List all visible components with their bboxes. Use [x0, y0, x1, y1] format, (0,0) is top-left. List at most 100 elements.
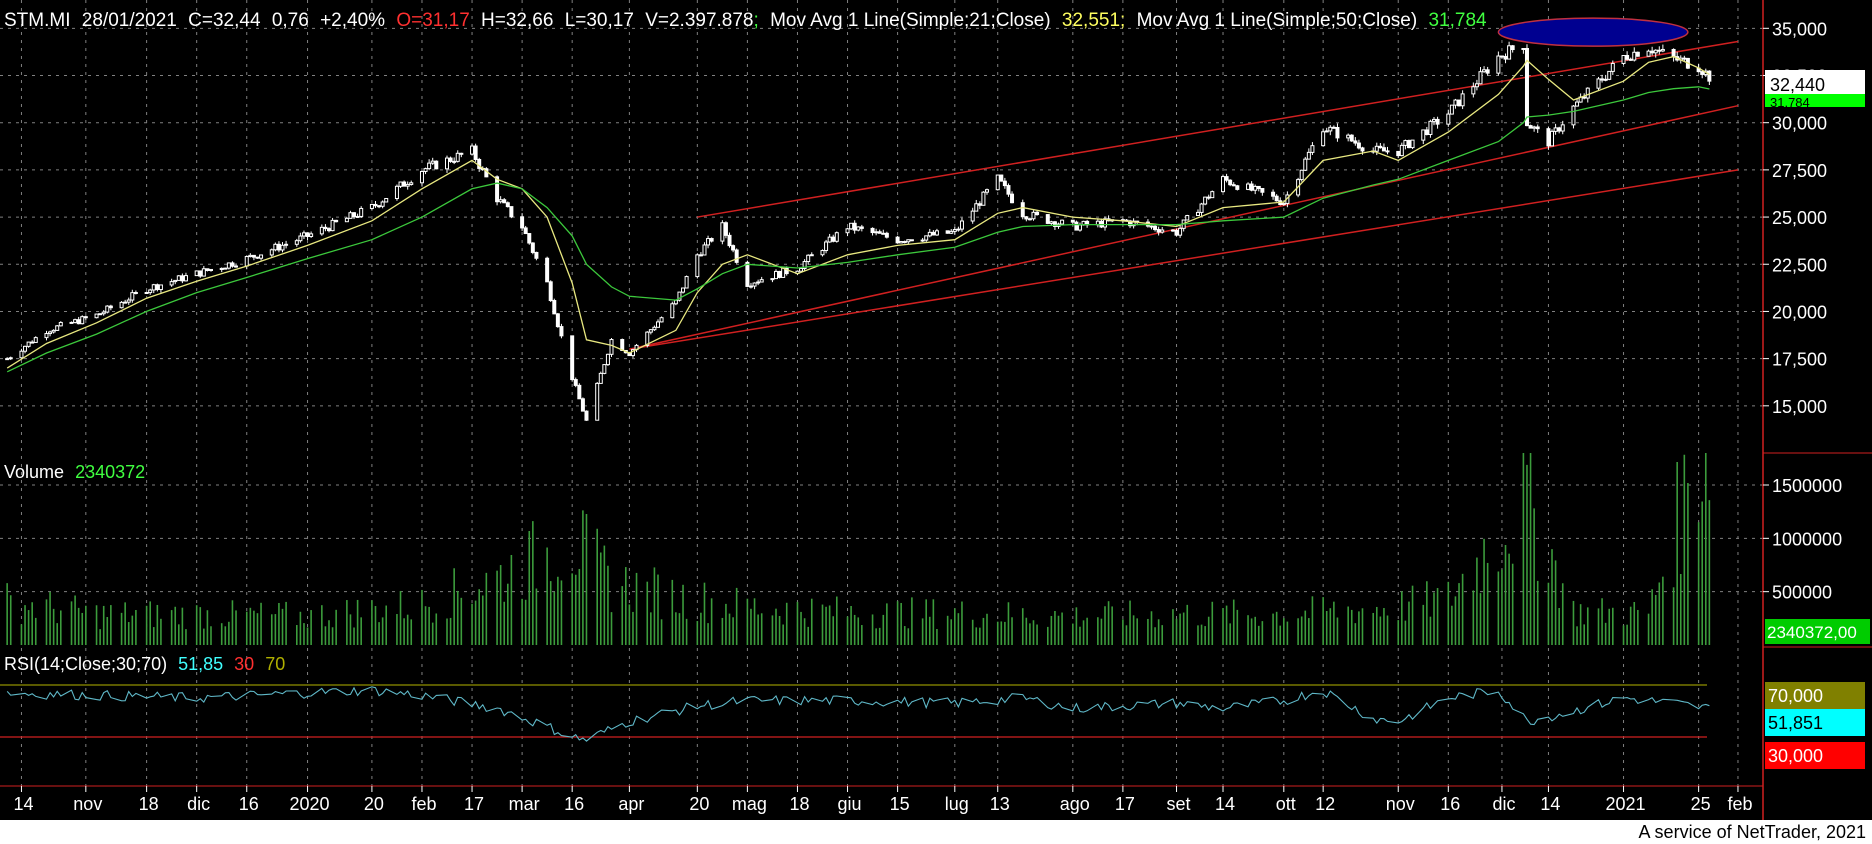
x-tick-label-3: dic [187, 794, 210, 814]
candle-body-280 [1406, 140, 1411, 149]
candle-body-211 [1060, 219, 1065, 225]
candle-body-69 [352, 212, 357, 218]
candle-body-139 [702, 244, 707, 256]
x-tick-label-19: ago [1060, 794, 1090, 814]
rsi-upper-badge [1765, 682, 1865, 709]
candle-body-80 [405, 183, 410, 187]
candle-body-19 [101, 311, 106, 315]
candle-body-99 [502, 199, 507, 204]
candle-body-53 [273, 243, 278, 251]
candle-body-325 [1632, 51, 1637, 61]
candle-body-305 [1532, 126, 1537, 129]
candle-body-132 [670, 303, 675, 319]
candle-body-35 [180, 275, 185, 282]
ma-price-text: 31,784 [1770, 95, 1810, 110]
candle-body-332 [1671, 48, 1676, 58]
candle-body-127 [645, 331, 650, 346]
candle-body-106 [534, 251, 539, 259]
candle-body-138 [698, 254, 703, 257]
candle-body-263 [1324, 130, 1329, 133]
candle-body-264 [1328, 126, 1333, 132]
candle-body-205 [1031, 211, 1036, 220]
candle-body-184 [927, 231, 932, 237]
candle-body-21 [108, 305, 113, 309]
candle-body-190 [956, 228, 961, 231]
candle-body-62 [319, 226, 324, 235]
x-tick-label-4: 16 [239, 794, 259, 814]
candle-body-225 [1131, 220, 1136, 227]
candle-body-276 [1385, 150, 1390, 153]
candle-body-161 [809, 254, 814, 257]
x-tick-label-8: 17 [464, 794, 484, 814]
candle-body-287 [1446, 113, 1451, 125]
candle-body-197 [995, 174, 1000, 191]
candle-body-171 [859, 226, 864, 229]
candle-body-54 [276, 243, 281, 251]
candle-body-3 [23, 345, 28, 352]
candle-body-194 [977, 203, 982, 206]
candle-body-45 [230, 262, 235, 267]
x-tick-label-13: mag [732, 794, 767, 814]
candle-body-286 [1435, 118, 1440, 125]
candle-body-299 [1503, 55, 1508, 60]
price-tick-label-2: 30,000 [1772, 114, 1827, 134]
candle-body-207 [1045, 214, 1050, 224]
candle-body-179 [902, 241, 907, 244]
candle-body-119 [602, 364, 607, 374]
x-tick-label-30: 25 [1691, 794, 1711, 814]
candle-body-208 [1049, 221, 1054, 224]
x-tick-label-5: 2020 [290, 794, 330, 814]
header-ma50-label: Mov Avg 1 Line(Simple;50;Close) [1137, 10, 1418, 31]
candle-body-67 [344, 217, 349, 223]
candle-body-309 [1553, 127, 1558, 132]
candle-body-178 [899, 241, 904, 244]
candle-body-13 [73, 319, 78, 323]
candle-body-148 [748, 285, 753, 288]
x-tick-label-6: 20 [364, 794, 384, 814]
rsi-line [6, 686, 1710, 742]
candle-body-86 [434, 160, 439, 170]
highlight-ellipse [1497, 17, 1689, 47]
candle-body-262 [1321, 131, 1326, 147]
candle-body-292 [1471, 86, 1476, 95]
candle-body-41 [208, 268, 213, 272]
candle-body-176 [884, 232, 889, 238]
candle-body-104 [527, 233, 532, 244]
candle-body-311 [1560, 124, 1565, 132]
candle-body-306 [1535, 126, 1540, 130]
candle-body-82 [419, 170, 424, 184]
candle-body-39 [201, 268, 206, 277]
candle-body-154 [777, 270, 782, 278]
candle-body-137 [695, 254, 700, 278]
candle-body-250 [1256, 185, 1261, 190]
candle-body-326 [1635, 51, 1640, 57]
candle-body-172 [870, 227, 875, 234]
x-tick-label-17: lug [945, 794, 969, 814]
candle-body-105 [530, 242, 535, 253]
candle-body-189 [952, 229, 957, 232]
candle-body-12 [69, 321, 74, 324]
candle-body-88 [448, 157, 453, 162]
x-tick-label-10: 16 [564, 794, 584, 814]
x-tick-label-27: dic [1492, 794, 1515, 814]
candle-body-338 [1700, 71, 1705, 75]
header-symbol: STM.MI [4, 10, 71, 31]
candle-body-0 [5, 358, 10, 361]
candle-body-65 [330, 219, 335, 232]
last-price-text: 32,440 [1770, 75, 1825, 95]
header-ma21-label: Mov Avg 1 Line(Simple;21;Close) [770, 10, 1051, 31]
candle-body-162 [820, 250, 825, 256]
candle-body-164 [827, 236, 832, 243]
price-tick-label-8: 15,000 [1772, 397, 1827, 417]
candle-body-103 [523, 227, 528, 235]
candle-body-14 [76, 319, 81, 325]
candle-body-327 [1646, 50, 1651, 57]
candle-body-319 [1603, 78, 1608, 81]
x-tick-label-20: 17 [1115, 794, 1135, 814]
candle-body-202 [1020, 202, 1025, 218]
candle-body-7 [44, 333, 49, 339]
candle-body-117 [595, 382, 600, 421]
candle-body-290 [1457, 99, 1462, 107]
x-tick-label-16: 15 [890, 794, 910, 814]
candle-body-59 [301, 232, 306, 237]
